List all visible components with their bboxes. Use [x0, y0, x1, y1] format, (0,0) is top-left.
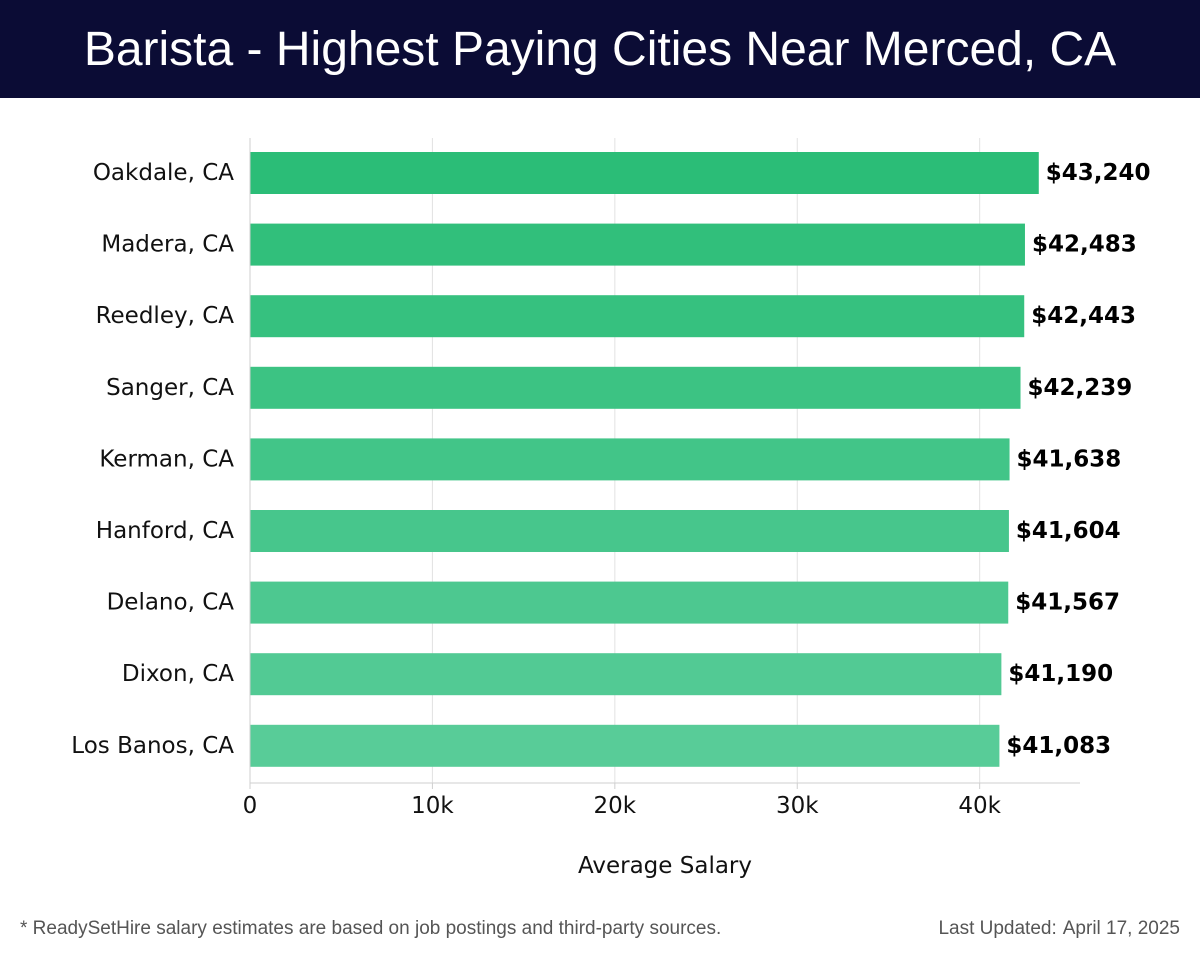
bar	[250, 152, 1039, 194]
chart-title: Barista - Highest Paying Cities Near Mer…	[83, 22, 1117, 76]
bar-chart: Oakdale, CA $43,240 Madera, CA $42,483 Reedl…	[71, 138, 1151, 879]
value-label: $41,638	[1017, 446, 1122, 472]
value-label: $41,604	[1016, 518, 1121, 544]
bar	[250, 295, 1025, 338]
category-label: Delano, CA	[107, 590, 235, 616]
value-label: $42,443	[1031, 303, 1136, 329]
category-label: Oakdale, CA	[93, 160, 234, 186]
bar	[250, 724, 1000, 767]
value-label: $41,083	[1006, 733, 1111, 759]
chart-header: Barista - Highest Paying Cities Near Mer…	[0, 0, 1200, 98]
bar	[250, 510, 1009, 552]
value-label: $42,483	[1032, 232, 1137, 258]
last-updated-date: April 17, 2025	[1062, 918, 1180, 939]
value-label: $43,240	[1046, 160, 1151, 186]
footnote: * ReadySetHire salary estimates are base…	[20, 918, 722, 939]
bar	[250, 653, 1002, 696]
x-tick-label: 20k	[594, 793, 637, 819]
category-label: Sanger, CA	[106, 375, 234, 401]
category-label: Hanford, CA	[96, 518, 234, 544]
category-label: Kerman, CA	[99, 446, 234, 472]
category-label: Madera, CA	[101, 232, 234, 258]
category-label: Los Banos, CA	[71, 733, 234, 759]
category-label: Reedley, CA	[96, 303, 235, 329]
last-updated: Last Updated: April 17, 2025	[938, 918, 1180, 940]
category-label: Dixon, CA	[122, 661, 234, 687]
x-axis-label: Average Salary	[578, 853, 752, 879]
x-tick-label: 40k	[958, 793, 1001, 819]
value-label: $41,190	[1008, 661, 1113, 687]
bar	[250, 223, 1025, 266]
x-tick-label: 0	[243, 793, 258, 819]
last-updated-label: Last Updated:	[938, 918, 1057, 939]
bar	[250, 366, 1021, 409]
bar	[250, 581, 1009, 624]
value-label: $42,239	[1028, 375, 1133, 401]
bar	[250, 438, 1010, 481]
value-label: $41,567	[1015, 590, 1120, 616]
x-tick-label: 10k	[411, 793, 454, 819]
x-tick-label: 30k	[776, 793, 819, 819]
